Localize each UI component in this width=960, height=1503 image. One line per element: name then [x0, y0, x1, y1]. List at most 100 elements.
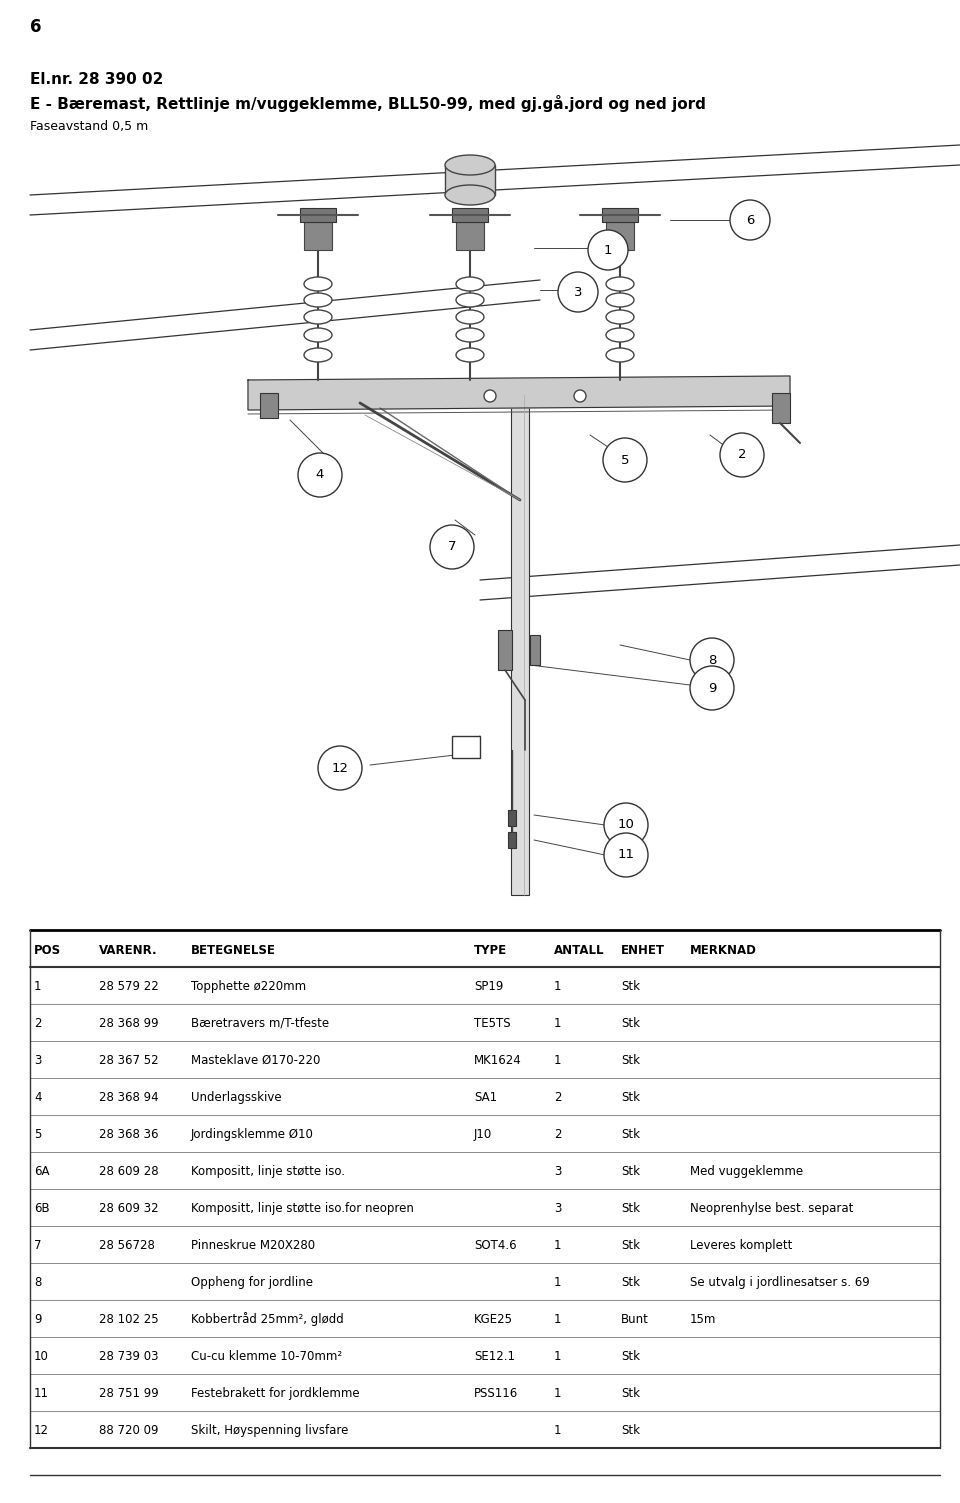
Text: 2: 2 [737, 448, 746, 461]
Text: Festebrakett for jordklemme: Festebrakett for jordklemme [191, 1387, 360, 1399]
Text: Faseavstand 0,5 m: Faseavstand 0,5 m [30, 120, 148, 132]
Text: Stk: Stk [621, 1127, 640, 1141]
Text: 28 609 28: 28 609 28 [99, 1165, 158, 1178]
Text: 1: 1 [554, 1350, 562, 1363]
Bar [508, 810, 516, 827]
Text: Stk: Stk [621, 1423, 640, 1437]
Text: KGE25: KGE25 [474, 1312, 513, 1326]
Text: 1: 1 [554, 1276, 562, 1288]
Circle shape [318, 745, 362, 791]
Text: Bunt: Bunt [621, 1312, 649, 1326]
Ellipse shape [304, 293, 332, 307]
Ellipse shape [456, 277, 484, 292]
Text: Med vuggeklemme: Med vuggeklemme [690, 1165, 804, 1178]
Text: 1: 1 [554, 980, 562, 993]
Circle shape [604, 803, 648, 848]
Text: Stk: Stk [621, 980, 640, 993]
Text: 1: 1 [604, 243, 612, 257]
Ellipse shape [304, 277, 332, 292]
Ellipse shape [456, 328, 484, 343]
Bar [772, 392, 790, 422]
Text: 3: 3 [554, 1165, 562, 1178]
Bar [452, 736, 480, 758]
Ellipse shape [606, 328, 634, 343]
Text: J10: J10 [474, 1127, 492, 1141]
Text: 6A: 6A [34, 1165, 50, 1178]
Text: 1: 1 [34, 980, 41, 993]
Text: 1: 1 [554, 1016, 562, 1030]
Text: 28 368 94: 28 368 94 [99, 1091, 158, 1103]
Text: 10: 10 [34, 1350, 49, 1363]
Polygon shape [248, 376, 790, 410]
Text: Stk: Stk [621, 1387, 640, 1399]
Text: Jordingsklemme Ø10: Jordingsklemme Ø10 [191, 1127, 314, 1141]
Text: SOT4.6: SOT4.6 [474, 1238, 516, 1252]
Text: Leveres komplett: Leveres komplett [690, 1238, 792, 1252]
Text: SE12.1: SE12.1 [474, 1350, 515, 1363]
Text: 6: 6 [30, 18, 41, 36]
Text: 4: 4 [34, 1091, 41, 1103]
Text: TYPE: TYPE [474, 944, 507, 957]
Text: Bæretravers m/T-tfeste: Bæretravers m/T-tfeste [191, 1016, 329, 1030]
Text: 11: 11 [617, 849, 635, 861]
Text: 28 751 99: 28 751 99 [99, 1387, 158, 1399]
Circle shape [690, 637, 734, 682]
Text: Kompositt, linje støtte iso.: Kompositt, linje støtte iso. [191, 1165, 345, 1178]
Text: E - Bæremast, Rettlinje m/vuggeklemme, BLL50-99, med gj.gå.jord og ned jord: E - Bæremast, Rettlinje m/vuggeklemme, B… [30, 95, 706, 113]
Ellipse shape [445, 185, 495, 204]
Text: Stk: Stk [621, 1350, 640, 1363]
Ellipse shape [606, 277, 634, 292]
Bar [602, 207, 638, 222]
Text: POS: POS [34, 944, 61, 957]
Bar [304, 222, 332, 249]
Text: 28 368 99: 28 368 99 [99, 1016, 158, 1030]
Bar [260, 392, 278, 418]
Text: Kompositt, linje støtte iso.for neopren: Kompositt, linje støtte iso.for neopren [191, 1202, 414, 1214]
Bar [530, 634, 540, 664]
Ellipse shape [606, 349, 634, 362]
Text: MERKNAD: MERKNAD [690, 944, 756, 957]
Text: Stk: Stk [621, 1238, 640, 1252]
Text: SP19: SP19 [474, 980, 503, 993]
Text: 3: 3 [554, 1202, 562, 1214]
Bar [606, 222, 634, 249]
Text: 88 720 09: 88 720 09 [99, 1423, 158, 1437]
Text: 7: 7 [447, 541, 456, 553]
Text: Cu-cu klemme 10-70mm²: Cu-cu klemme 10-70mm² [191, 1350, 342, 1363]
Text: 5: 5 [34, 1127, 41, 1141]
Text: 2: 2 [554, 1091, 562, 1103]
Circle shape [430, 525, 474, 570]
Text: Masteklave Ø170-220: Masteklave Ø170-220 [191, 1054, 321, 1067]
Circle shape [603, 437, 647, 482]
Text: BETEGNELSE: BETEGNELSE [191, 944, 276, 957]
Text: Skilt, Høyspenning livsfare: Skilt, Høyspenning livsfare [191, 1423, 348, 1437]
Text: Stk: Stk [621, 1016, 640, 1030]
Text: Stk: Stk [621, 1276, 640, 1288]
Text: Pinneskrue M20X280: Pinneskrue M20X280 [191, 1238, 315, 1252]
Bar [445, 165, 495, 195]
Text: MK1624: MK1624 [474, 1054, 521, 1067]
Text: TE5TS: TE5TS [474, 1016, 511, 1030]
Text: 28 56728: 28 56728 [99, 1238, 155, 1252]
Text: 8: 8 [708, 654, 716, 666]
Text: 5: 5 [621, 454, 629, 466]
Text: 9: 9 [34, 1312, 41, 1326]
Text: 8: 8 [34, 1276, 41, 1288]
Text: El.nr. 28 390 02: El.nr. 28 390 02 [30, 72, 163, 87]
Text: 1: 1 [554, 1238, 562, 1252]
Circle shape [720, 433, 764, 476]
Ellipse shape [456, 310, 484, 325]
Circle shape [298, 452, 342, 497]
Bar [508, 833, 516, 848]
Text: 1: 1 [554, 1423, 562, 1437]
Text: 28 609 32: 28 609 32 [99, 1202, 158, 1214]
Text: 12: 12 [34, 1423, 49, 1437]
Text: 15m: 15m [690, 1312, 716, 1326]
Text: Stk: Stk [621, 1165, 640, 1178]
Bar [511, 395, 529, 894]
Circle shape [604, 833, 648, 876]
Ellipse shape [304, 310, 332, 325]
Ellipse shape [606, 310, 634, 325]
Ellipse shape [606, 293, 634, 307]
Text: 3: 3 [34, 1054, 41, 1067]
